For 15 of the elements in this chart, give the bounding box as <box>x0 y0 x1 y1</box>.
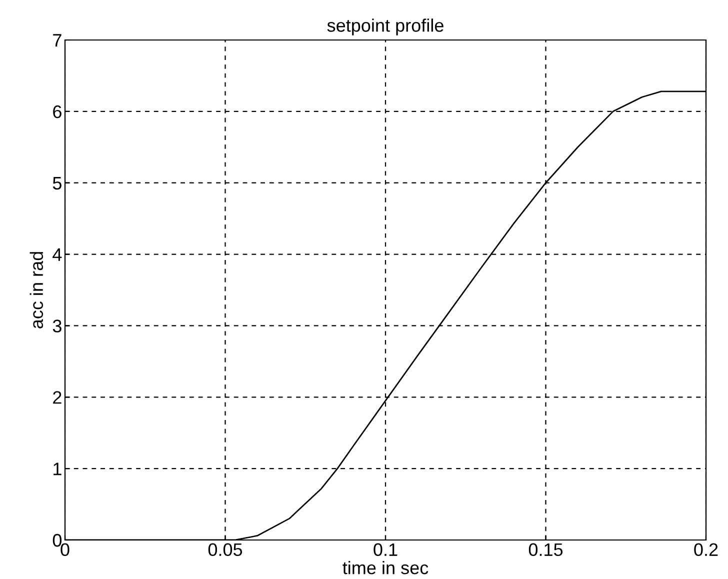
x-tick-label: 0.15 <box>528 543 563 556</box>
y-tick-label: 2 <box>53 391 62 404</box>
chart-title: setpoint profile <box>327 18 444 36</box>
x-tick-label: 0.1 <box>374 543 398 556</box>
y-tick-label: 5 <box>52 176 62 190</box>
x-axis-title: time in sec <box>342 561 428 574</box>
y-tick-label: 0 <box>52 534 62 547</box>
x-tick-label: 0.2 <box>694 543 718 556</box>
x-tick-label: 0.05 <box>208 543 242 556</box>
y-axis-title: acc in rad <box>30 252 44 328</box>
y-tick-label: 7 <box>53 34 62 47</box>
y-tick-label: 1 <box>54 462 62 476</box>
y-tick-label: 3 <box>52 320 62 332</box>
y-tick-label: 4 <box>52 248 62 261</box>
y-tick-label: 6 <box>53 105 62 118</box>
